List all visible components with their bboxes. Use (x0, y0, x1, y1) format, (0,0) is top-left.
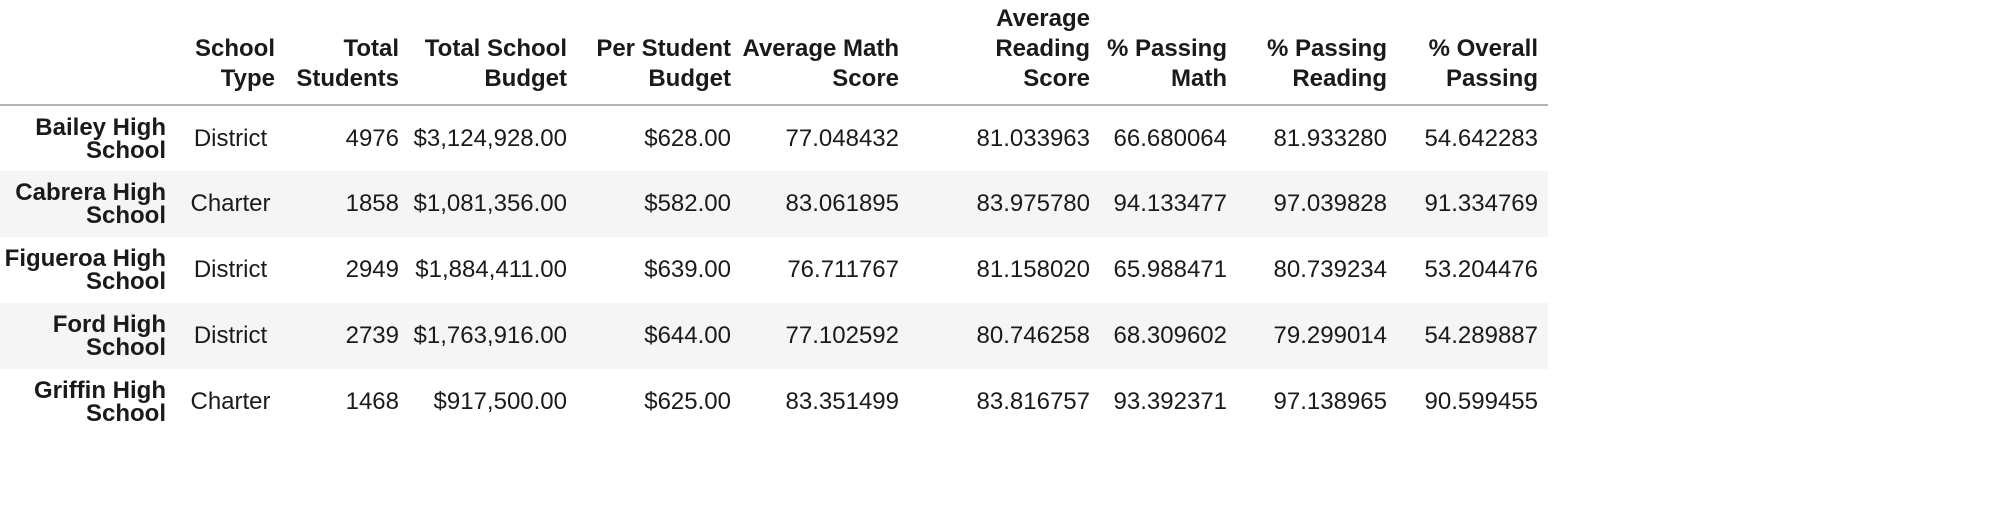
header-line: Average Math (742, 35, 900, 62)
school-summary-table-container: School Type Total Students Total School Bud… (0, 0, 1548, 435)
header-line: Score (1023, 65, 1090, 92)
header-line: Passing (1445, 65, 1538, 92)
row-header-school-name: Figueroa High School (0, 237, 176, 303)
header-line: Students (296, 65, 399, 92)
cell-average-reading-score: 81.033963 (976, 124, 1090, 152)
table-row: Ford High School District 2739 $1,763,916… (0, 303, 1548, 369)
school-name-line: School (85, 268, 166, 295)
cell-average-math-score: 76.711767 (787, 256, 899, 283)
header-line: % Passing (1106, 35, 1227, 62)
column-header-average-reading-score: Average Reading Score (909, 0, 1100, 106)
cell-overall-passing: 91.334769 (1424, 190, 1538, 217)
column-header-per-student-budget: Per Student Budget (577, 0, 741, 106)
row-header-school-name: Griffin High School (0, 369, 176, 435)
table-row: Figueroa High School District 2949 $1,884… (0, 237, 1548, 303)
column-header-passing-math: % Passing Math (1100, 0, 1237, 106)
cell-average-math-score: 83.061895 (785, 190, 899, 217)
column-header-average-math-score: Average Math Score (741, 0, 909, 106)
cell-school-type: Charter (190, 388, 271, 415)
cell-average-reading-score: 81.158020 (976, 256, 1090, 283)
cell-passing-reading: 97.039828 (1273, 190, 1387, 217)
header-line: Budget (648, 65, 731, 92)
cell-passing-math: 68.309602 (1113, 322, 1227, 349)
cell-overall-passing: 54.642283 (1424, 124, 1538, 152)
school-name-line: School (85, 136, 166, 164)
cell-school-type: District (193, 256, 268, 283)
cell-school-type: District (193, 124, 268, 152)
cell-per-student-budget: $644.00 (644, 322, 731, 349)
header-line: % Overall (1428, 35, 1538, 62)
cell-overall-passing: 90.599455 (1424, 388, 1538, 415)
column-header-overall-passing: % Overall Passing (1397, 0, 1548, 106)
school-name-line: Bailey High (35, 113, 166, 141)
cell-per-student-budget: $582.00 (644, 190, 731, 217)
cell-total-students: 1468 (345, 388, 399, 415)
header-line: % Passing (1266, 35, 1387, 62)
table-row: Griffin High School Charter 1468 $917,500… (0, 369, 1548, 435)
column-header-passing-reading: % Passing Reading (1237, 0, 1397, 106)
cell-overall-passing: 53.204476 (1424, 256, 1538, 283)
school-name-line: School (85, 400, 166, 427)
header-line: Math (1171, 65, 1227, 92)
header-line: School (194, 35, 275, 62)
header-line: Total (343, 35, 399, 62)
header-line: Score (832, 65, 899, 92)
table-row: Bailey High School District 4976 $3,124,9… (0, 105, 1548, 171)
cell-total-school-budget: $1,884,411.00 (415, 256, 567, 283)
cell-total-students: 1858 (345, 190, 399, 217)
school-name-line: Griffin High (34, 377, 166, 404)
header-line: Type (220, 65, 275, 92)
header-line: Average Reading (995, 5, 1090, 62)
cell-average-reading-score: 80.746258 (976, 322, 1090, 349)
cell-total-school-budget: $1,763,916.00 (413, 322, 567, 349)
school-name-line: Ford High (52, 311, 166, 338)
cell-total-school-budget: $3,124,928.00 (413, 124, 567, 152)
cell-passing-reading: 97.138965 (1273, 388, 1387, 415)
cell-school-type: Charter (190, 190, 271, 217)
header-line: Per Student (596, 35, 731, 62)
cell-passing-math: 94.133477 (1113, 190, 1227, 217)
index-header (0, 0, 176, 106)
header-line: Budget (484, 65, 567, 92)
cell-passing-reading: 80.739234 (1273, 256, 1387, 283)
cell-passing-math: 65.988471 (1113, 256, 1227, 283)
cell-average-reading-score: 83.816757 (976, 388, 1090, 415)
cell-total-students: 2739 (345, 322, 399, 349)
cell-overall-passing: 54.289887 (1424, 322, 1538, 349)
cell-passing-reading: 79.299014 (1273, 322, 1387, 349)
cell-average-math-score: 77.102592 (785, 322, 899, 349)
column-header-total-students: Total Students (285, 0, 409, 106)
cell-passing-reading: 81.933280 (1273, 124, 1387, 152)
cell-total-students: 2949 (345, 256, 399, 283)
cell-per-student-budget: $628.00 (644, 124, 731, 152)
cell-total-students: 4976 (345, 124, 399, 152)
school-name-line: School (85, 334, 166, 361)
cell-passing-math: 93.392371 (1113, 388, 1227, 415)
row-header-school-name: Cabrera High School (0, 171, 176, 237)
cell-per-student-budget: $639.00 (644, 256, 731, 283)
school-summary-table: School Type Total Students Total School Bud… (0, 0, 1548, 435)
school-name-line: Figueroa High (4, 245, 166, 272)
cell-passing-math: 66.680064 (1113, 124, 1227, 152)
table-row: Cabrera High School Charter 1858 $1,081,3… (0, 171, 1548, 237)
school-name-line: Cabrera High (15, 179, 166, 206)
cell-average-math-score: 77.048432 (785, 124, 899, 152)
cell-school-type: District (193, 322, 268, 349)
cell-per-student-budget: $625.00 (644, 388, 731, 415)
row-header-school-name: Bailey High School (0, 105, 176, 171)
school-name-line: School (85, 202, 166, 229)
header-line: Reading (1292, 65, 1387, 92)
cell-total-school-budget: $917,500.00 (433, 388, 567, 415)
header-line: Total School (424, 35, 567, 62)
column-header-total-school-budget: Total School Budget (409, 0, 577, 106)
cell-average-reading-score: 83.975780 (976, 190, 1090, 217)
cell-average-math-score: 83.351499 (785, 388, 899, 415)
cell-total-school-budget: $1,081,356.00 (413, 190, 567, 217)
row-header-school-name: Ford High School (0, 303, 176, 369)
column-header-school-type: School Type (176, 0, 285, 106)
header-row: School Type Total Students Total School Bud… (0, 0, 1548, 106)
